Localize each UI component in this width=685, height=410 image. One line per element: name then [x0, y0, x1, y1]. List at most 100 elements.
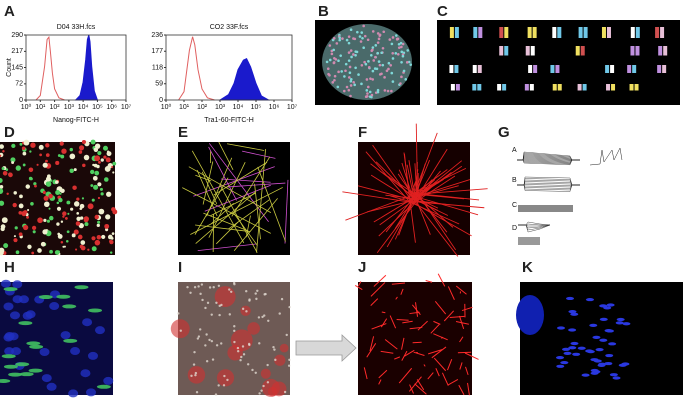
y-tick-label: 217 — [11, 48, 23, 55]
cell — [354, 66, 357, 70]
plot-frame — [165, 34, 293, 101]
fiber — [428, 349, 443, 355]
cell — [390, 42, 394, 46]
fiber — [433, 333, 448, 341]
cell — [325, 60, 329, 64]
chromosome — [629, 84, 634, 91]
cell — [107, 234, 113, 240]
cell — [347, 51, 351, 54]
cell — [62, 215, 65, 218]
cell — [57, 232, 61, 236]
cell — [228, 288, 231, 291]
cell — [288, 305, 291, 309]
cell — [63, 245, 66, 248]
cell — [280, 297, 284, 301]
chromosome — [578, 27, 583, 38]
cell — [60, 220, 64, 223]
cell — [241, 307, 245, 311]
fiber — [401, 337, 405, 350]
cell — [190, 374, 193, 378]
panel-label: K — [522, 259, 533, 276]
cell — [330, 49, 334, 53]
cell — [97, 220, 101, 224]
cell — [87, 203, 94, 210]
cell — [80, 240, 86, 245]
cell — [327, 72, 330, 76]
cell — [261, 315, 264, 319]
chromosome — [577, 84, 582, 91]
neurite — [204, 184, 271, 212]
cell — [396, 52, 400, 56]
cell-process — [62, 304, 77, 309]
neurite — [201, 171, 218, 205]
nucleus — [39, 347, 50, 356]
neurite — [196, 169, 218, 217]
chromosome — [568, 346, 577, 350]
y-tick-label: 177 — [151, 48, 163, 55]
cell — [330, 52, 334, 56]
cell — [54, 250, 60, 255]
x-tick-label: 10⁶ — [106, 104, 117, 111]
nucleus — [8, 332, 19, 341]
cell — [371, 69, 375, 73]
cell — [204, 344, 207, 347]
cell — [210, 313, 213, 316]
cell — [208, 286, 212, 289]
chromosome — [524, 84, 529, 91]
cell — [381, 46, 385, 50]
cell — [348, 65, 352, 69]
cell — [267, 319, 270, 322]
fiber — [372, 144, 413, 202]
cell — [45, 143, 50, 148]
chromosome — [605, 353, 614, 358]
cell — [97, 182, 102, 187]
cell — [94, 143, 101, 149]
cell — [355, 50, 359, 54]
cell — [245, 290, 248, 293]
panel-label: H — [4, 259, 15, 276]
cell — [377, 60, 381, 63]
cell — [11, 143, 16, 149]
fiber — [413, 194, 431, 235]
fiber — [416, 196, 479, 216]
cell — [383, 89, 387, 92]
cell — [96, 223, 100, 228]
cell — [106, 151, 112, 157]
cell — [328, 44, 332, 47]
cell — [367, 60, 370, 63]
cell — [22, 224, 29, 231]
cell — [42, 229, 48, 235]
chromosome — [572, 352, 581, 356]
cell — [233, 340, 236, 344]
cell — [217, 384, 220, 387]
cell — [360, 31, 364, 34]
cell — [90, 169, 95, 175]
nucleus — [0, 279, 11, 288]
x-tick-label: 10¹ — [35, 104, 46, 111]
red-cluster — [230, 329, 253, 352]
fiber — [378, 369, 388, 379]
fiber — [455, 320, 469, 325]
cell-process — [18, 321, 33, 326]
chromosome — [590, 368, 599, 373]
nucleus — [9, 311, 20, 320]
chromosome — [532, 27, 537, 38]
cell — [222, 384, 226, 387]
cell — [15, 165, 21, 171]
chromosome — [662, 65, 667, 73]
cell — [405, 61, 409, 64]
cell — [111, 232, 115, 235]
neurite — [220, 178, 271, 183]
neurite — [254, 183, 261, 240]
fiber — [354, 285, 363, 290]
cell — [204, 306, 207, 310]
cell — [48, 207, 51, 210]
cell — [6, 192, 9, 195]
cell — [103, 155, 107, 159]
cell — [93, 163, 98, 168]
cell — [96, 235, 102, 240]
nucleus-large — [516, 295, 544, 335]
neurite — [190, 187, 283, 235]
histogram-area — [74, 34, 99, 101]
